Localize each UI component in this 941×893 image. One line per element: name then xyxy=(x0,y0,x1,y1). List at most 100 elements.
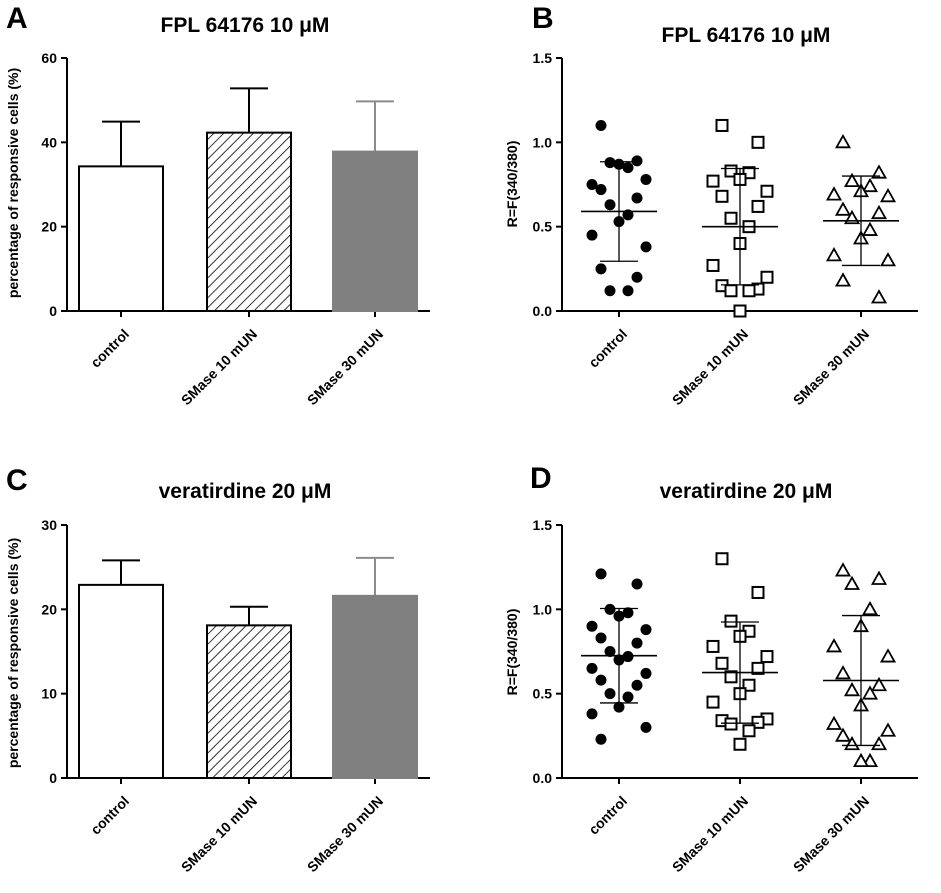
data-point-b xyxy=(834,134,852,149)
data-point-d xyxy=(631,637,643,649)
x-tick-label-d: SMase 30 mUN xyxy=(790,793,872,875)
data-point-d xyxy=(751,715,765,729)
y-tick-label-a: 40 xyxy=(41,134,57,150)
data-point-d xyxy=(870,570,888,585)
data-point-b xyxy=(834,272,852,287)
data-point-d xyxy=(631,578,643,590)
data-point-d xyxy=(724,614,738,628)
data-point-b xyxy=(861,221,879,236)
panel-b: B FPL 64176 10 μM R=F(340/380) 0.0 0.5 1.0… xyxy=(504,2,918,408)
y-tick-label-a: 60 xyxy=(41,50,57,66)
x-tick-label-a: SMase 10 mUN xyxy=(178,326,260,408)
x-tick-label-d: SMase 10 mUN xyxy=(669,793,751,875)
x-tick-label-a: control xyxy=(87,326,132,371)
data-point-d xyxy=(595,733,607,745)
data-point-d xyxy=(879,648,897,663)
data-point-b xyxy=(622,162,634,174)
data-point-b xyxy=(834,201,852,216)
bar-c xyxy=(206,624,292,780)
y-tick-label-c: 0 xyxy=(49,770,57,786)
y-tick-label-c: 20 xyxy=(41,601,57,617)
data-point-b xyxy=(604,285,616,297)
data-point-d xyxy=(852,752,870,768)
y-axis-label-c: percentage of responsive cells (%) xyxy=(5,538,21,768)
chart-title-a: FPL 64176 10 μM xyxy=(161,14,330,37)
data-point-d xyxy=(604,646,616,657)
plot-area-a: 0 20 40 60 control SMase 10 mUN SMase 30 mUN xyxy=(41,50,430,408)
data-point-b xyxy=(760,270,774,284)
chart-title-c: veratirdine 20 μM xyxy=(159,480,332,503)
data-point-d xyxy=(586,708,598,720)
data-point-d xyxy=(595,674,607,686)
data-point-d xyxy=(595,632,607,644)
data-point-b xyxy=(724,284,738,298)
data-point-b xyxy=(825,247,843,262)
x-tick-label-a: SMase 30 mUN xyxy=(304,326,386,408)
data-point-d xyxy=(586,620,598,632)
data-point-b xyxy=(631,192,643,204)
x-tick-label-c: SMase 10 mUN xyxy=(178,793,260,875)
data-point-b xyxy=(870,164,888,179)
data-point-d xyxy=(834,727,852,742)
data-point-d xyxy=(706,639,720,653)
data-point-d xyxy=(715,552,729,566)
x-tick-label-b: SMase 30 mUN xyxy=(790,326,872,408)
data-point-b xyxy=(586,229,598,241)
y-tick-label-b: 0.0 xyxy=(533,303,553,319)
data-point-b xyxy=(595,119,607,131)
data-point-d xyxy=(586,662,598,674)
data-point-d xyxy=(760,650,774,664)
data-point-b xyxy=(742,284,756,298)
data-point-b xyxy=(843,172,861,188)
y-tick-label-b: 0.5 xyxy=(533,219,553,235)
panel-a: A FPL 64176 10 μM percentage of responsi… xyxy=(5,2,430,408)
data-point-d xyxy=(724,717,738,731)
plot-area-c: 0 10 20 30 control SMase 10 mUN SMase 30 mUN xyxy=(41,517,430,875)
data-point-d xyxy=(724,670,738,684)
data-point-b xyxy=(870,289,888,304)
data-point-d xyxy=(595,568,607,580)
data-point-d xyxy=(861,601,879,616)
data-point-d xyxy=(631,679,643,691)
y-tick-label-a: 0 xyxy=(49,303,57,319)
data-point-d xyxy=(825,638,843,653)
y-tick-label-b: 1.0 xyxy=(533,134,553,150)
data-point-b xyxy=(825,186,843,201)
data-point-d xyxy=(742,678,756,692)
data-point-d xyxy=(604,688,616,700)
data-point-b xyxy=(631,155,643,167)
data-point-b xyxy=(715,118,729,132)
data-point-b xyxy=(715,189,729,203)
data-point-b xyxy=(870,204,888,220)
y-axis-label-d: R=F(340/380) xyxy=(504,609,520,696)
data-point-b xyxy=(604,157,616,169)
bar-a xyxy=(206,131,292,312)
data-point-d xyxy=(604,603,616,615)
y-tick-label-c: 30 xyxy=(41,517,57,533)
data-point-d xyxy=(640,667,652,679)
x-tick-label-d: control xyxy=(585,793,630,838)
data-point-d xyxy=(825,715,843,730)
bar-a xyxy=(332,150,418,312)
data-point-b xyxy=(604,199,616,211)
data-point-b xyxy=(595,184,607,196)
data-point-b xyxy=(733,304,747,318)
data-point-b xyxy=(751,135,765,149)
data-point-d xyxy=(640,721,652,733)
data-point-d xyxy=(843,575,861,590)
data-point-d xyxy=(715,656,729,670)
data-point-b xyxy=(861,177,879,193)
bar-c xyxy=(78,583,164,779)
data-point-d xyxy=(640,624,652,636)
data-point-d xyxy=(622,607,634,619)
y-axis-label-a: percentage of responsive cells (%) xyxy=(5,68,21,298)
data-point-d xyxy=(733,737,747,751)
data-point-b xyxy=(586,179,598,190)
y-tick-label-b: 1.5 xyxy=(533,50,553,66)
data-point-d xyxy=(613,701,625,713)
y-tick-label-a: 20 xyxy=(41,219,57,235)
panel-c: C veratirdine 20 μM percentage of respon… xyxy=(5,464,430,875)
data-point-b xyxy=(706,174,720,188)
data-point-d xyxy=(834,665,852,680)
x-tick-label-b: SMase 10 mUN xyxy=(669,326,751,408)
